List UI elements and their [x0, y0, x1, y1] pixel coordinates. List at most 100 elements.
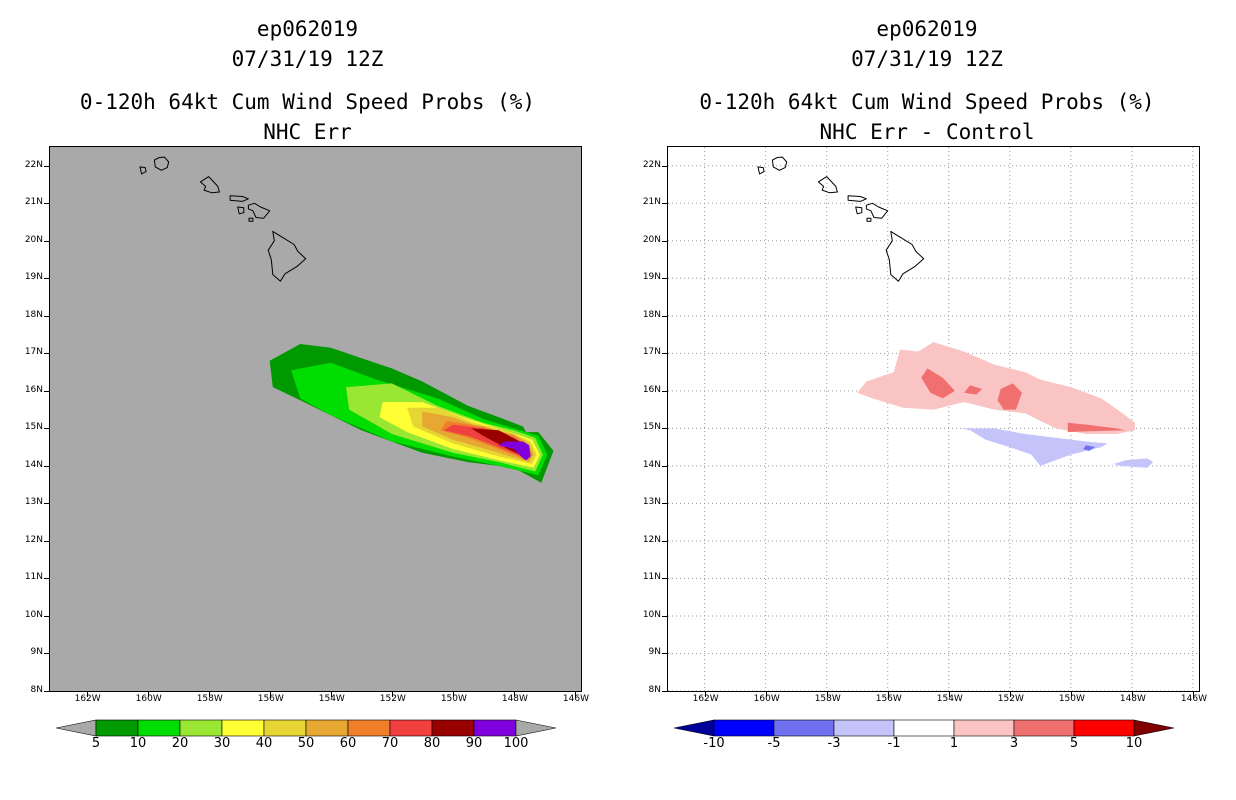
left-colorbar-swatch	[179, 719, 223, 737]
left-colorbar-label: 20	[171, 736, 189, 751]
right-x-tick	[827, 692, 828, 697]
left-y-tick	[44, 278, 49, 279]
left-y-tick	[44, 428, 49, 429]
right-y-label: 14N	[642, 459, 661, 470]
right-y-tick	[662, 278, 667, 279]
left-colorbar-swatch	[431, 719, 475, 737]
right-x-tick	[949, 692, 950, 697]
left-title-storm-id: ep062019	[256, 17, 359, 41]
right-y-label: 16N	[642, 384, 661, 395]
right-x-tick	[1193, 692, 1194, 697]
right-y-tick	[662, 353, 667, 354]
left-colorbar-label: 30	[213, 736, 231, 751]
left-colorbar-label: 70	[381, 736, 399, 751]
left-colorbar-svg	[56, 719, 556, 737]
right-island-lanai	[855, 206, 863, 215]
right-y-tick	[662, 616, 667, 617]
left-x-label: 160W	[135, 694, 162, 704]
left-colorbar-swatch	[95, 719, 139, 737]
left-y-label: 21N	[24, 197, 43, 208]
left-colorbar-swatch	[305, 719, 349, 737]
right-x-tick	[1071, 692, 1072, 697]
left-x-tick	[209, 692, 210, 697]
right-y-tick	[662, 391, 667, 392]
right-x-label: 148W	[1119, 694, 1146, 704]
right-contour-5	[961, 428, 1108, 466]
left-y-label: 11N	[24, 572, 43, 583]
right-colorbar	[674, 718, 1174, 738]
right-y-label: 18N	[642, 309, 661, 320]
left-colorbar-label: 5	[91, 736, 101, 751]
left-island-lanai	[237, 206, 245, 215]
right-y-tick	[662, 428, 667, 429]
left-y-label: 17N	[24, 347, 43, 358]
left-contour-9	[498, 441, 531, 461]
right-map-panel	[667, 146, 1200, 692]
right-y-tick	[662, 541, 667, 542]
right-x-label: 160W	[753, 694, 780, 704]
right-contour-0	[857, 342, 1135, 434]
left-y-label: 12N	[24, 534, 43, 545]
left-y-label: 18N	[24, 309, 43, 320]
left-colorbar-label: 10	[129, 736, 147, 751]
left-title-datetime: 07/31/19 12Z	[231, 47, 384, 71]
left-y-tick	[44, 316, 49, 317]
left-x-tick	[148, 692, 149, 697]
left-colorbar-swatch	[263, 719, 307, 737]
left-colorbar-swatch	[347, 719, 391, 737]
left-colorbar-label: 80	[423, 736, 441, 751]
left-island-kauai	[153, 156, 170, 171]
left-x-label: 156W	[257, 694, 284, 704]
right-colorbar-svg	[674, 719, 1174, 737]
right-colorbar-swatch	[1073, 719, 1135, 737]
left-y-tick	[44, 241, 49, 242]
right-colorbar-label: -10	[703, 736, 725, 751]
left-x-tick	[453, 692, 454, 697]
right-contour-1	[921, 368, 955, 399]
right-y-tick	[662, 166, 667, 167]
left-colorbar-swatch	[221, 719, 265, 737]
left-x-label: 152W	[379, 694, 406, 704]
right-map-svg	[668, 147, 1199, 691]
left-title-subtitle: NHC Err	[263, 120, 352, 144]
left-x-tick	[270, 692, 271, 697]
right-island-hawaii	[885, 230, 925, 282]
left-x-tick	[87, 692, 88, 697]
left-x-label: 162W	[74, 694, 101, 704]
left-x-label: 148W	[501, 694, 528, 704]
left-island-maui	[247, 202, 271, 219]
right-y-label: 11N	[642, 572, 661, 583]
left-y-tick	[44, 616, 49, 617]
left-colorbar-label: 40	[255, 736, 273, 751]
left-colorbar-label: 50	[297, 736, 315, 751]
left-x-tick	[575, 692, 576, 697]
left-y-label: 13N	[24, 497, 43, 508]
right-colorbar-label: 1	[949, 736, 959, 751]
left-x-label: 146W	[562, 694, 589, 704]
right-contour-7	[1083, 445, 1096, 451]
right-x-label: 146W	[1180, 694, 1207, 704]
left-y-tick	[44, 578, 49, 579]
right-x-label: 150W	[1058, 694, 1085, 704]
right-colorbar-label: -1	[887, 736, 901, 751]
right-title: ep062019 07/31/19 12Z 0-120h 64kt Cum Wi…	[659, 14, 1195, 147]
right-y-label: 10N	[642, 609, 661, 620]
left-y-label: 16N	[24, 384, 43, 395]
left-island-oahu	[199, 176, 220, 194]
right-colorbar-swatch	[773, 719, 835, 737]
right-x-tick	[1132, 692, 1133, 697]
right-island-molokai	[847, 195, 867, 202]
left-x-tick	[514, 692, 515, 697]
right-colorbar-high-arrow	[1133, 719, 1174, 737]
right-colorbar-label: 5	[1069, 736, 1079, 751]
left-x-tick	[392, 692, 393, 697]
left-x-label: 150W	[440, 694, 467, 704]
left-y-label: 15N	[24, 422, 43, 433]
right-x-label: 158W	[814, 694, 841, 704]
left-y-tick	[44, 466, 49, 467]
right-island-maui	[865, 202, 889, 219]
right-y-tick	[662, 578, 667, 579]
left-x-tick	[331, 692, 332, 697]
left-colorbar-swatch	[137, 719, 181, 737]
left-map-svg	[50, 147, 581, 691]
